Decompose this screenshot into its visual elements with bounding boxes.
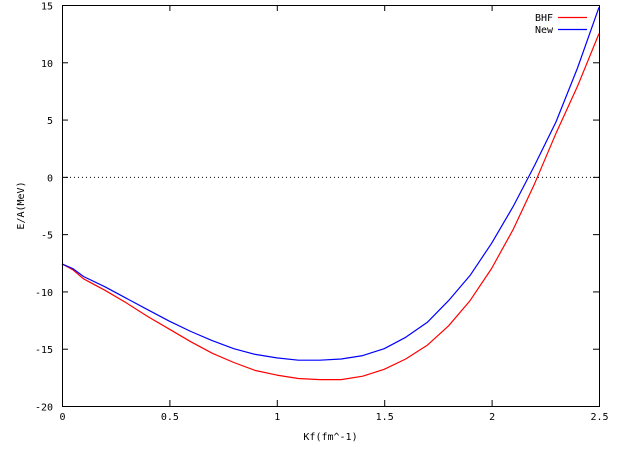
x-tick-label: 1	[274, 412, 280, 423]
series-layer	[61, 7, 600, 381]
y-tick-label: -20	[35, 403, 53, 414]
y-tick-label: -5	[41, 231, 53, 242]
y-tick-label: 5	[47, 116, 53, 127]
y-axis-label: E/A(MeV)	[16, 181, 27, 229]
x-tick-label: 2	[489, 412, 495, 423]
y-tick-label: 10	[41, 59, 53, 70]
x-tick-label: 0	[59, 412, 65, 423]
y-tick-label: 15	[41, 2, 53, 13]
x-tick-label: 0.5	[161, 412, 179, 423]
ticks-layer: 0 0.5 1 1.5 2 2.5 -20 -15 -10 -5 0 5 10 15	[35, 2, 609, 424]
x-tick-label: 2.5	[590, 412, 608, 423]
y-tick-label: -10	[35, 288, 53, 299]
plot-frame	[62, 5, 600, 407]
y-tick-label: 0	[47, 173, 53, 184]
legend-label-bhf: BHF	[535, 13, 553, 24]
x-tick-label: 1.5	[376, 412, 394, 423]
series-line-new	[61, 7, 600, 361]
legend-label-new: New	[535, 25, 554, 36]
y-tick-label: -15	[35, 345, 53, 356]
series-line-bhf	[61, 33, 600, 381]
x-axis-label: Kf(fm^-1)	[303, 432, 357, 443]
